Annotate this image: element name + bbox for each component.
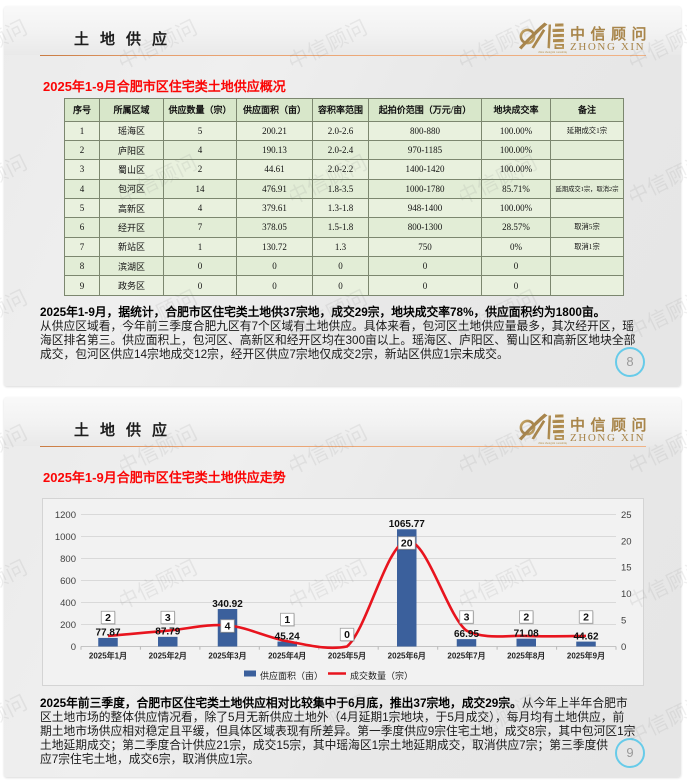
svg-text:600: 600 [60,576,76,587]
svg-text:44.62: 44.62 [573,631,598,642]
svg-text:0: 0 [344,629,350,641]
svg-text:400: 400 [60,598,76,609]
svg-text:china zhongxin consulting co.,: china zhongxin consulting co.,ltd [538,51,567,54]
svg-text:2: 2 [523,612,529,624]
svg-text:200: 200 [60,620,76,631]
svg-text:2025年2月: 2025年2月 [149,651,187,661]
svg-text:3: 3 [165,612,171,624]
svg-text:供应面积（亩）: 供应面积（亩） [260,670,323,681]
svg-text:10: 10 [621,589,632,600]
svg-text:71.08: 71.08 [514,629,539,640]
svg-text:2: 2 [583,612,589,624]
svg-text:45.24: 45.24 [275,631,300,642]
svg-text:2025年5月: 2025年5月 [328,651,366,661]
svg-text:25: 25 [621,510,632,521]
svg-text:2025年7月: 2025年7月 [447,651,485,661]
svg-text:340.92: 340.92 [212,599,243,610]
svg-text:20: 20 [621,536,632,547]
svg-text:800: 800 [60,554,76,565]
svg-text:1065.77: 1065.77 [389,519,426,530]
svg-text:1000: 1000 [55,532,76,543]
svg-text:87.79: 87.79 [155,627,180,638]
svg-text:20: 20 [401,538,413,550]
svg-text:2: 2 [105,612,111,624]
svg-text:2025年3月: 2025年3月 [208,651,246,661]
svg-text:4: 4 [225,621,231,633]
svg-text:3: 3 [464,612,470,624]
svg-text:0: 0 [621,642,626,653]
svg-text:china zhongxin consulting co.,: china zhongxin consulting co.,ltd [538,442,567,445]
svg-text:0: 0 [71,642,76,653]
svg-text:2025年1月: 2025年1月 [89,651,127,661]
svg-text:2025年6月: 2025年6月 [388,651,426,661]
svg-text:66.95: 66.95 [454,629,479,640]
svg-text:2025年8月: 2025年8月 [507,651,545,661]
svg-text:2025年9月: 2025年9月 [567,651,605,661]
svg-text:15: 15 [621,563,632,574]
svg-text:5: 5 [621,616,626,627]
svg-text:77.87: 77.87 [95,628,120,639]
svg-text:2025年4月: 2025年4月 [268,651,306,661]
svg-text:成交数量（宗）: 成交数量（宗） [350,670,413,681]
svg-text:1200: 1200 [55,510,76,521]
svg-text:1: 1 [284,614,290,626]
